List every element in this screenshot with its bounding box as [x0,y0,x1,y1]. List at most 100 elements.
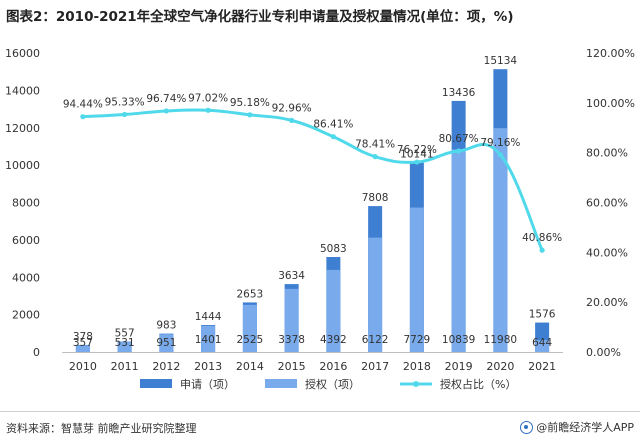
bar-grants [409,207,424,352]
y-left-tick-label: 6000 [12,234,40,247]
grants-data-label: 951 [156,337,176,349]
x-tick-label: 2021 [528,360,556,373]
ratio-data-label: 80.67% [439,133,479,145]
footer: 资料来源：智慧芽 前瞻产业研究院整理 @前瞻经济学人APP [0,411,640,442]
bar-grants [117,342,132,352]
ratio-data-label: 96.74% [146,93,186,105]
ratio-data-label: 79.16% [480,137,520,149]
applications-data-label: 1576 [529,309,556,321]
applications-data-label: 378 [73,331,93,343]
x-tick-label: 2013 [194,360,222,373]
ratio-point [414,159,420,165]
brand: @前瞻经济学人APP [520,419,634,435]
x-tick-label: 2017 [361,360,389,373]
grants-data-label: 11980 [484,334,517,346]
x-tick-label: 2010 [69,360,97,373]
ratio-data-label: 78.41% [355,139,395,151]
grants-data-label: 357 [73,337,93,349]
ratio-data-label: 86.41% [313,119,353,131]
ratio-point [456,148,462,154]
x-tick-label: 2012 [152,360,180,373]
grants-data-label: 4392 [320,334,347,346]
legend-label: 授权（项） [305,377,360,391]
grants-data-label: 6122 [362,334,389,346]
x-tick-label: 2011 [111,360,139,373]
brand-logo-icon [520,420,534,434]
applications-data-label: 2653 [237,288,264,300]
grants-data-label: 1401 [195,334,222,346]
applications-data-label: 5083 [320,243,347,255]
y-left-tick-label: 2000 [12,309,40,322]
y-right-tick-label: 60.00% [586,197,628,210]
ratio-point [289,117,295,123]
x-tick-label: 2019 [445,360,473,373]
y-left-tick-label: 16000 [5,47,40,60]
brand-label: @前瞻经济学人APP [536,421,634,434]
ratio-data-label: 95.18% [230,97,270,109]
bar-grants [493,128,508,352]
x-tick-label: 2018 [403,360,431,373]
y-right-tick-label: 20.00% [586,296,628,309]
bar-grants [242,304,257,352]
y-left-tick-label: 0 [33,346,40,359]
ratio-point [247,112,253,118]
ratio-point [330,134,336,140]
x-tick-label: 2015 [278,360,306,373]
grants-data-label: 2525 [237,334,264,346]
ratio-line [82,108,544,251]
bar-grants [201,325,216,352]
ratio-point [122,111,128,118]
ratio-data-label: 94.44% [63,99,103,111]
ratio-point [539,247,545,253]
x-tick-label: 2020 [486,360,514,373]
applications-data-label: 7808 [362,192,389,204]
applications-data-label: 15134 [484,55,518,67]
bar-grants [75,345,90,352]
ratio-data-label: 40.86% [522,232,562,244]
applications-data-label: 13436 [442,87,476,99]
ratio-point [80,114,86,120]
bar-grants [326,269,341,352]
ratio-data-label: 92.96% [272,102,312,114]
ratio-data-label: 97.02% [188,92,228,104]
legend-label: 申请（项） [180,378,235,391]
ratio-point [163,108,169,114]
source-note: 资料来源：智慧芽 前瞻产业研究院整理 [6,422,197,435]
y-left-tick-label: 4000 [12,271,40,284]
y-left-tick-label: 8000 [12,197,40,210]
bar-grants [159,334,174,352]
bar-grants [368,237,383,352]
y-left-tick-label: 14000 [5,84,40,97]
legend-swatch [265,379,297,388]
y-right-tick-label: 100.00% [586,97,635,110]
y-right-tick-label: 40.00% [586,246,628,259]
legend-swatch [140,379,172,388]
applications-data-label: 983 [156,320,176,332]
applications-data-label: 3634 [278,270,305,282]
chart-title: 图表2：2010-2021年全球空气净化器行业专利申请量及授权量情况(单位：项，… [6,9,514,25]
ratio-point [497,152,503,158]
applications-data-label: 10141 [400,148,433,160]
ratio-point [372,154,378,160]
grants-data-label: 3378 [278,334,305,346]
bar-grants [451,149,466,352]
chart-plot: 0 2000 4000 6000 8000 10000 12000 14000 16000 0.0… [5,47,635,391]
bar-grants [535,339,550,352]
grants-data-label: 7729 [404,334,431,346]
applications-data-label: 1444 [195,311,222,323]
applications-data-label: 557 [115,328,135,340]
grants-data-label: 531 [115,337,135,349]
x-tick-label: 2016 [319,360,347,373]
y-right-tick-label: 80.00% [586,147,628,160]
legend-line-marker [413,381,419,387]
y-right-tick-label: 0.00% [586,346,621,359]
grants-data-label: 10839 [442,334,475,346]
y-left-tick-label: 10000 [5,159,40,172]
ratio-data-label: 95.33% [105,96,145,108]
x-tick-label: 2014 [236,360,264,373]
ratio-point [205,107,211,113]
legend-label: 授权占比（%） [440,377,516,391]
y-left-tick-label: 12000 [5,122,40,135]
y-right-tick-label: 120.00% [586,47,635,60]
bar-grants [284,288,299,352]
